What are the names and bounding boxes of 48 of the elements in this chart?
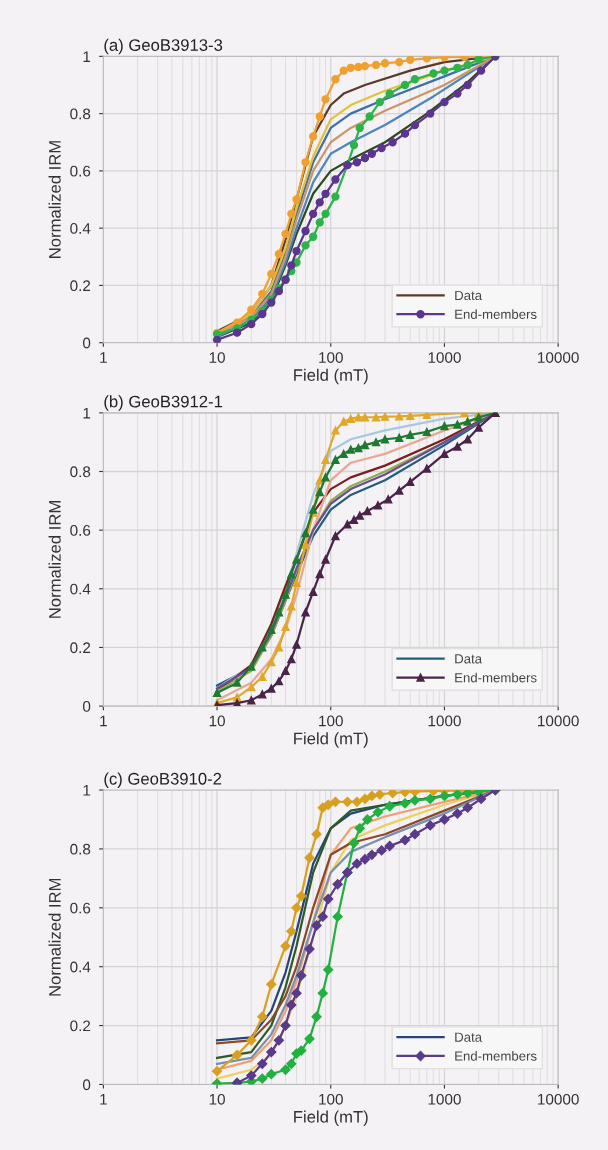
y-tick-label: 1 <box>83 51 91 62</box>
y-tick-label: 0.4 <box>70 223 91 234</box>
y-tick-label: 0.4 <box>70 583 91 595</box>
x-tick-label: 100 <box>319 352 343 363</box>
y-tick-label: 1 <box>83 785 91 796</box>
legend-label: Data <box>455 1032 483 1042</box>
legend-label: End-members <box>455 672 537 683</box>
y-axis-title: Normalized IRM <box>48 878 61 996</box>
x-tick-label: 1 <box>100 352 107 363</box>
x-tick-label: 1000 <box>428 715 461 727</box>
x-tick-label: 10 <box>209 1093 225 1105</box>
legend-label: End-members <box>455 309 537 319</box>
x-axis-title: Field (mT) <box>294 368 368 385</box>
x-tick-label: 100 <box>319 715 343 727</box>
x-tick-label: 10 <box>209 352 225 363</box>
y-tick-label: 0 <box>82 337 91 349</box>
x-tick-label: 1000 <box>428 352 461 363</box>
chart-title: (a) GeoB3913-3 <box>104 38 223 55</box>
x-tick-label: 1000 <box>428 1093 461 1105</box>
legend-label: Data <box>455 654 483 664</box>
y-tick-label: 0.8 <box>70 843 91 855</box>
y-tick-label: 0.2 <box>70 1020 91 1032</box>
y-tick-label: 1 <box>83 407 91 419</box>
x-axis-title: Field (mT) <box>294 1110 368 1127</box>
y-tick-label: 0.6 <box>70 525 91 536</box>
chart-title: (b) GeoB3912-1 <box>104 395 223 411</box>
x-tick-label: 1 <box>100 1094 107 1105</box>
y-axis-title: Normalized IRM <box>48 141 61 258</box>
y-tick-label: 0.8 <box>70 108 91 120</box>
y-tick-label: 0.8 <box>70 466 91 478</box>
legend-label: End-members <box>455 1051 537 1061</box>
x-tick-label: 1 <box>100 715 107 727</box>
y-tick-label: 0.6 <box>70 902 91 914</box>
y-tick-label: 0.2 <box>70 280 91 292</box>
x-tick-label: 100 <box>319 1093 343 1105</box>
x-tick-label: 10000 <box>538 715 579 727</box>
y-tick-label: 0 <box>82 700 91 712</box>
chart-title: (c) GeoB3910-2 <box>104 772 222 788</box>
legend-label: Data <box>455 290 483 301</box>
y-tick-label: 0 <box>82 1079 91 1091</box>
x-tick-label: 10000 <box>538 352 579 363</box>
x-tick-label: 10 <box>209 715 225 727</box>
y-tick-label: 0.2 <box>70 642 91 654</box>
x-axis-title: Field (mT) <box>294 732 368 748</box>
y-axis-title: Normalized IRM <box>48 501 61 618</box>
y-tick-label: 0.6 <box>70 165 91 177</box>
y-tick-label: 0.4 <box>70 961 91 973</box>
x-tick-label: 10000 <box>538 1093 579 1105</box>
